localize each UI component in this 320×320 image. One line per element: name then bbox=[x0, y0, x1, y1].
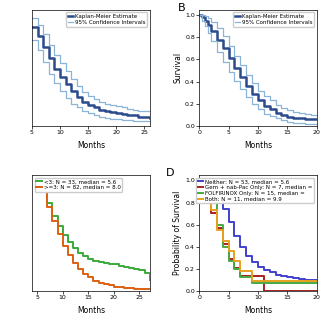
Y-axis label: Probability of Survival: Probability of Survival bbox=[173, 191, 182, 275]
X-axis label: Months: Months bbox=[77, 306, 105, 315]
Text: D: D bbox=[166, 168, 175, 178]
Legend: Kaplan-Meier Estimate, 95% Confidence Intervals: Kaplan-Meier Estimate, 95% Confidence In… bbox=[66, 12, 147, 27]
Legend: Neither: N = 53, median = 5.6, Gem + nab-Pac Only: N = 7, median =, FOLFIRINOX O: Neither: N = 53, median = 5.6, Gem + nab… bbox=[196, 178, 314, 204]
Y-axis label: Survival: Survival bbox=[173, 52, 182, 83]
X-axis label: Months: Months bbox=[77, 141, 105, 150]
X-axis label: Months: Months bbox=[244, 306, 272, 315]
Legend: Kaplan-Meier Estimate, 95% Confidence Intervals: Kaplan-Meier Estimate, 95% Confidence In… bbox=[233, 12, 314, 27]
Legend: <3: N = 33, median = 5.6, >=3: N = 82, median = 8.0: <3: N = 33, median = 5.6, >=3: N = 82, m… bbox=[35, 178, 122, 192]
Text: B: B bbox=[178, 3, 186, 12]
X-axis label: Months: Months bbox=[244, 141, 272, 150]
